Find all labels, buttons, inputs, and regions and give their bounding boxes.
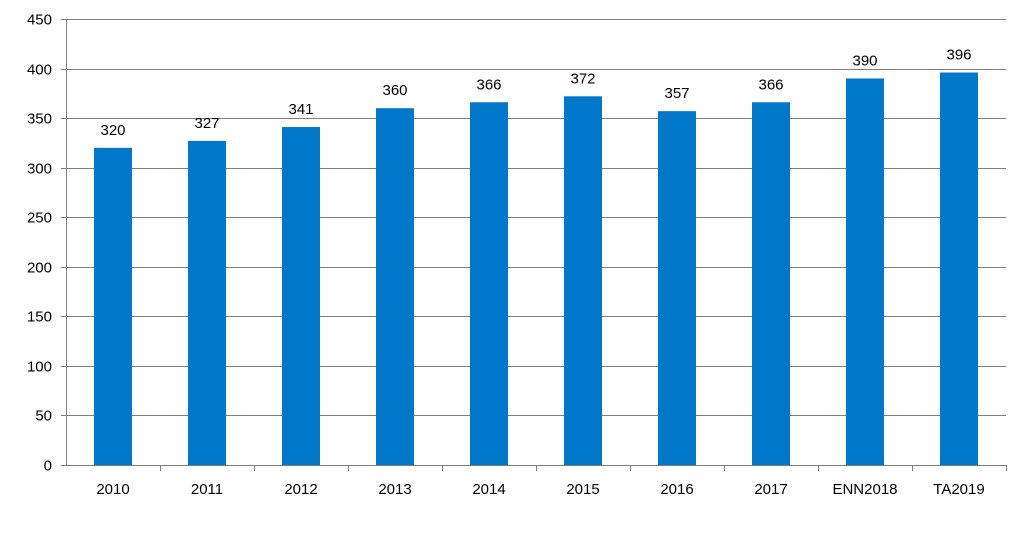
data-label: 372 (570, 70, 595, 87)
x-tick-label: 2014 (472, 481, 505, 498)
bar (846, 78, 884, 465)
y-tick-label: 300 (27, 161, 52, 178)
bar (376, 108, 414, 465)
y-tick-label: 350 (27, 111, 52, 128)
bar (188, 140, 226, 465)
x-tick-label: 2017 (754, 481, 787, 498)
data-label: 327 (194, 115, 219, 132)
data-label: 360 (382, 82, 407, 99)
bars (94, 72, 978, 466)
axes (61, 19, 1007, 471)
y-tick-label: 450 (27, 12, 52, 29)
bar (658, 111, 696, 465)
bar (282, 127, 320, 465)
x-tick-label: 2016 (660, 481, 693, 498)
x-tick-label: 2010 (96, 481, 129, 498)
y-tick-label: 400 (27, 62, 52, 79)
y-tick-label: 200 (27, 260, 52, 277)
bar (564, 96, 602, 465)
x-tick-label: 2013 (378, 481, 411, 498)
y-tick-label: 50 (35, 408, 52, 425)
bar (940, 72, 978, 466)
data-labels: 320 327 341 360 366 372 357 366 390 396 (100, 47, 971, 139)
y-tick-label: 250 (27, 210, 52, 227)
x-tick-label: 2015 (566, 481, 599, 498)
data-label: 396 (946, 47, 971, 64)
data-label: 390 (852, 52, 877, 69)
x-tick-label: 2011 (191, 481, 223, 498)
data-label: 320 (100, 122, 125, 139)
x-tick-label: TA2019 (933, 481, 984, 498)
bar (752, 102, 790, 466)
data-label: 357 (664, 85, 689, 102)
y-tick-label: 150 (27, 309, 52, 326)
data-label: 341 (288, 101, 313, 118)
x-tick-label: 2012 (284, 481, 317, 498)
y-tick-label: 0 (44, 458, 52, 475)
data-label: 366 (476, 76, 501, 93)
y-tick-label: 100 (27, 359, 52, 376)
y-tick-labels: 0 50 100 150 200 250 300 350 400 450 (27, 12, 52, 475)
x-tick-label: ENN2018 (832, 481, 897, 498)
bar (94, 147, 132, 465)
bar (470, 102, 508, 466)
data-label: 366 (758, 76, 783, 93)
x-tick-labels: 2010 2011 2012 2013 2014 2015 2016 2017 ENN2018 T… (96, 481, 984, 498)
